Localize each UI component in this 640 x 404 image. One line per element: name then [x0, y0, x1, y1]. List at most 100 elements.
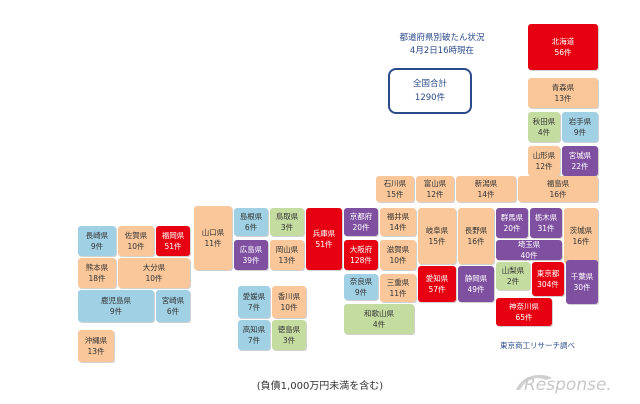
prefecture-map: 都道府県別破たん状況 4月2日16時現在 全国合計 1290件 北海道 56件青森…	[78, 24, 598, 362]
prefecture-tile: 福島県 16件	[518, 176, 598, 202]
prefecture-tile: 大分県 10件	[118, 258, 190, 288]
prefecture-tile: 山口県 11件	[194, 206, 232, 270]
prefecture-count: 10件	[389, 256, 407, 265]
prefecture-name: 沖縄県	[84, 336, 108, 345]
prefecture-name: 広島県	[239, 245, 263, 254]
prefecture-name: 秋田県	[532, 117, 556, 126]
prefecture-tile: 宮城県 22件	[562, 146, 598, 176]
prefecture-count: 15件	[386, 190, 404, 199]
prefecture-name: 長野県	[464, 226, 488, 235]
prefecture-name: 北海道	[551, 37, 575, 46]
prefecture-count: 10件	[145, 274, 163, 283]
prefecture-name: 福島県	[546, 179, 570, 188]
prefecture-tile: 秋田県 4件	[528, 112, 560, 142]
source-credit: 東京商工リサーチ調べ	[500, 341, 575, 350]
title-line-1: 都道府県別破たん状況	[399, 33, 485, 43]
prefecture-count: 22件	[571, 162, 589, 171]
prefecture-tile: 福井県 14件	[380, 208, 416, 236]
prefecture-name: 岩手県	[568, 117, 592, 126]
prefecture-name: 鹿児島県	[101, 296, 131, 305]
prefecture-name: 山形県	[532, 151, 556, 160]
prefecture-name: 滋賀県	[386, 245, 410, 254]
prefecture-count: 51件	[315, 240, 333, 249]
prefecture-tile: 北海道 56件	[528, 24, 598, 70]
prefecture-tile: 岩手県 9件	[562, 112, 598, 142]
prefecture-name: 愛知県	[425, 274, 449, 283]
prefecture-tile: 佐賀県 10件	[118, 226, 154, 256]
prefecture-count: 6件	[244, 223, 258, 232]
prefecture-count: 51件	[164, 242, 182, 251]
total-value: 1290件	[414, 93, 446, 103]
prefecture-tile: 山梨県 2件	[496, 262, 530, 290]
prefecture-name: 新潟県	[474, 179, 498, 188]
prefecture-tile: 栃木県 31件	[530, 208, 562, 238]
prefecture-tile: 奈良県 9件	[344, 274, 378, 300]
prefecture-name: 東京都	[536, 269, 560, 278]
prefecture-count: 16件	[549, 190, 567, 199]
prefecture-count: 9件	[109, 307, 123, 316]
prefecture-count: 13件	[87, 347, 105, 356]
prefecture-count: 57件	[428, 285, 446, 294]
prefecture-name: 茨城県	[569, 226, 593, 235]
prefecture-tile: 茨城県 16件	[564, 208, 598, 264]
prefecture-count: 2件	[506, 277, 520, 286]
prefecture-tile: 静岡県 49件	[458, 266, 494, 302]
response-logo: Response.	[516, 374, 612, 395]
prefecture-name: 群馬県	[500, 213, 524, 222]
prefecture-tile: 千葉県 30件	[566, 260, 598, 304]
prefecture-count: 12件	[535, 162, 553, 171]
map-title: 都道府県別破たん状況 4月2日16時現在	[372, 32, 512, 58]
prefecture-name: 神奈川県	[509, 302, 539, 311]
prefecture-count: 49件	[467, 285, 485, 294]
prefecture-count: 56件	[554, 48, 572, 57]
prefecture-name: 千葉県	[570, 272, 594, 281]
prefecture-tile: 山形県 12件	[528, 146, 560, 176]
prefecture-tile: 京都府 20件	[344, 208, 378, 236]
footnote: (負債1,000万円未満を含む)	[256, 381, 384, 392]
prefecture-name: 佐賀県	[124, 231, 148, 240]
prefecture-tile: 高知県 7件	[238, 320, 270, 350]
prefecture-count: 16件	[467, 237, 485, 246]
prefecture-name: 徳島県	[277, 325, 301, 334]
prefecture-count: 11件	[204, 239, 222, 248]
prefecture-count: 12件	[426, 190, 444, 199]
prefecture-tile: 三重県 11件	[380, 274, 416, 302]
prefecture-tile: 富山県 12件	[416, 176, 454, 202]
prefecture-count: 9件	[573, 128, 587, 137]
prefecture-name: 青森県	[551, 83, 575, 92]
prefecture-count: 4件	[372, 320, 386, 329]
prefecture-count: 128件	[350, 256, 372, 265]
prefecture-tile: 岡山県 13件	[270, 240, 304, 270]
total-label: 全国合計	[412, 79, 447, 89]
prefecture-count: 9件	[354, 288, 368, 297]
prefecture-tile: 宮崎県 6件	[156, 290, 190, 322]
prefecture-tile: 埼玉県 40件	[496, 240, 562, 260]
prefecture-count: 13件	[554, 94, 572, 103]
prefecture-tile: 石川県 15件	[376, 176, 414, 202]
prefecture-tile: 沖縄県 13件	[78, 330, 114, 362]
logo-swoosh	[516, 374, 552, 390]
prefecture-name: 山口県	[201, 228, 225, 237]
prefecture-tile: 和歌山県 4件	[344, 304, 414, 334]
prefecture-tile: 広島県 39件	[234, 240, 268, 270]
prefecture-name: 大分県	[142, 263, 166, 272]
prefecture-name: 高知県	[242, 325, 266, 334]
prefecture-count: 3件	[280, 223, 294, 232]
prefecture-count: 16件	[572, 237, 590, 246]
prefecture-tile: 長崎県 9件	[78, 226, 116, 256]
prefecture-count: 10件	[280, 303, 298, 312]
prefecture-tile: 香川県 10件	[272, 286, 306, 318]
prefecture-name: 長崎県	[85, 231, 109, 240]
prefecture-tile: 滋賀県 10件	[380, 240, 416, 270]
national-total-box: 全国合計 1290件	[388, 68, 472, 114]
prefecture-count: 7件	[247, 336, 261, 345]
prefecture-count: 11件	[389, 289, 407, 298]
prefecture-count: 9件	[90, 242, 104, 251]
prefecture-name: 岡山県	[275, 245, 299, 254]
title-line-2: 4月2日16時現在	[409, 46, 475, 56]
prefecture-name: 島根県	[239, 212, 263, 221]
prefecture-name: 富山県	[423, 179, 447, 188]
prefecture-name: 京都府	[349, 212, 373, 221]
prefecture-tile: 福岡県 51件	[156, 226, 190, 256]
prefecture-tile: 愛媛県 7件	[238, 286, 270, 318]
